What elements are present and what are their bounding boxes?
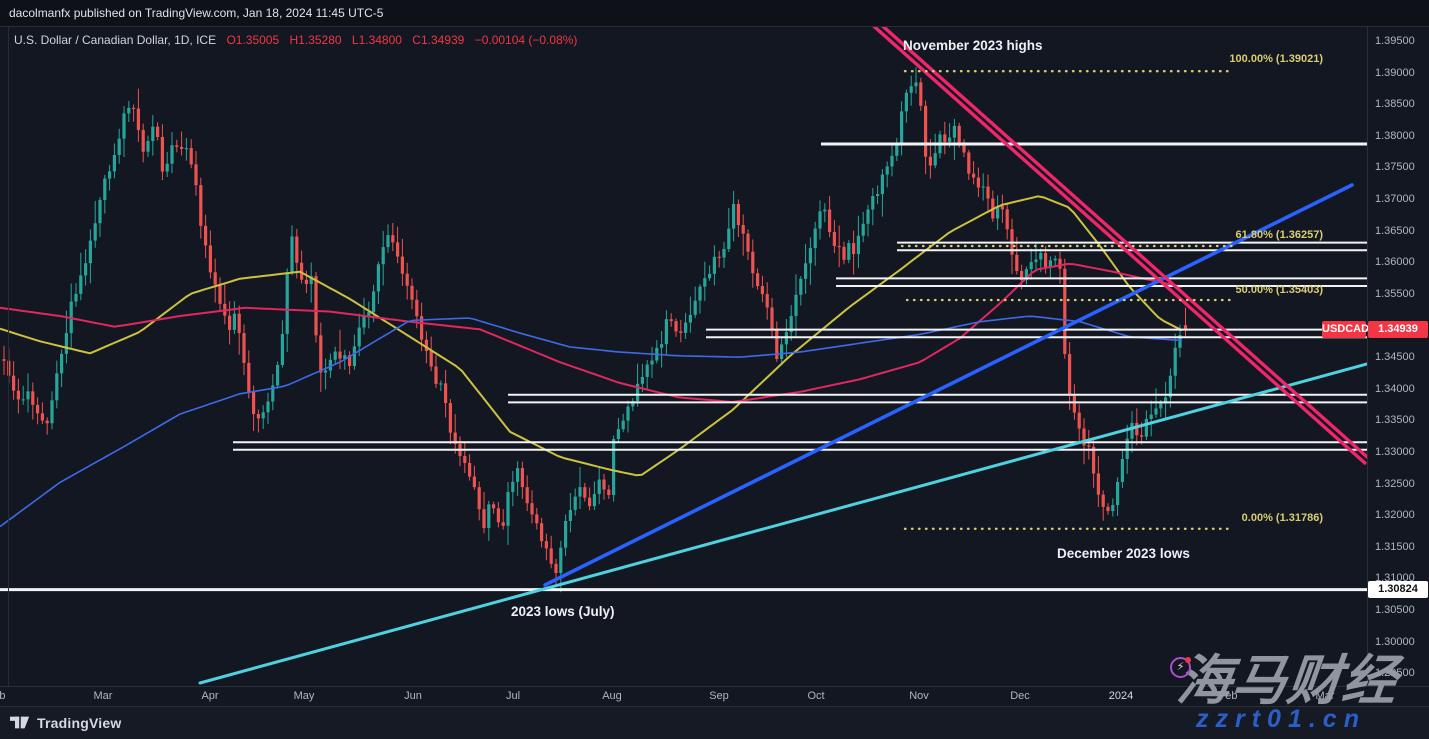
time-label-2024: 2024 — [1108, 690, 1134, 702]
candlestick-chart-pane[interactable] — [0, 27, 1367, 686]
flash-icon[interactable]: ⚡ — [1170, 657, 1191, 678]
tradingview-link[interactable]: TradingView — [10, 714, 121, 731]
price-tick: 1.35500 — [1375, 287, 1415, 300]
price-tick: 1.39500 — [1375, 34, 1415, 47]
published-line: dacolmanfx published on TradingView.com,… — [9, 6, 384, 20]
pane-left-border — [8, 27, 9, 686]
price-tick: 1.36000 — [1375, 256, 1415, 269]
price-tick: 1.37000 — [1375, 193, 1415, 206]
time-label-jul: Jul — [505, 690, 521, 702]
time-label-dec: Dec — [1010, 690, 1030, 702]
time-label-mar: Mar — [1315, 690, 1335, 702]
price-tick: 1.38000 — [1375, 129, 1415, 142]
time-label-nov: Nov — [909, 690, 929, 702]
price-tick: 1.29500 — [1375, 667, 1415, 680]
legend-close: C1.34939 — [412, 33, 465, 47]
watermark-url: zzrt01.cn — [1196, 705, 1366, 733]
trendline-blue-rising-support[interactable] — [543, 183, 1354, 587]
annotation-label: December 2023 lows — [1057, 546, 1190, 561]
ma-line-mid-pink — [0, 262, 1183, 403]
ma-line-slow-blue — [0, 315, 1183, 528]
time-label-jun: Jun — [404, 690, 422, 702]
time-label-sep: Sep — [709, 690, 729, 702]
falling-channel-line[interactable] — [868, 27, 1367, 466]
annotation-label: 2023 lows (July) — [511, 604, 615, 619]
time-label-may: May — [293, 690, 315, 702]
price-tick: 1.33500 — [1375, 414, 1415, 427]
fib-level-label: 100.00% (1.39021) — [1229, 53, 1323, 65]
last-price-axis-badge: 1.34939 — [1368, 321, 1428, 338]
tradingview-logo-icon — [10, 716, 30, 729]
chart-legend: U.S. Dollar / Canadian Dollar, 1D, ICE O… — [14, 33, 584, 47]
ma-line-fast-yellow — [0, 195, 1183, 477]
falling-channel-line[interactable] — [877, 27, 1367, 464]
legend-change: −0.00104 (−0.08%) — [474, 33, 578, 47]
price-tick: 1.30000 — [1375, 635, 1415, 648]
time-label-feb: Feb — [1218, 690, 1238, 702]
tradingview-wordmark: TradingView — [37, 714, 122, 731]
symbol-title: U.S. Dollar / Canadian Dollar, 1D, ICE — [14, 33, 217, 47]
annotation-label: November 2023 highs — [903, 38, 1043, 53]
fib-level-label: 50.00% (1.35403) — [1235, 284, 1323, 296]
time-label-apr: Apr — [201, 690, 219, 702]
price-tick: 1.33000 — [1375, 445, 1415, 458]
last-price-symbol-tag: USDCAD — [1322, 321, 1369, 338]
price-tick: 1.39000 — [1375, 66, 1415, 79]
price-tick: 1.38500 — [1375, 98, 1415, 111]
fib-level-label: 61.80% (1.36257) — [1235, 229, 1323, 241]
footer-bar: TradingView — [0, 706, 1429, 739]
legend-open: O1.35005 — [226, 33, 280, 47]
notification-dot — [1185, 657, 1191, 663]
trendline-cyan-long-term-support[interactable] — [198, 362, 1367, 685]
price-tick: 1.37500 — [1375, 161, 1415, 174]
price-tick: 1.31500 — [1375, 540, 1415, 553]
time-label-feb: Feb — [0, 690, 6, 702]
watermark-chinese: 海马财经 — [1174, 651, 1401, 711]
price-tick: 1.34000 — [1375, 382, 1415, 395]
fib-level-label: 0.00% (1.31786) — [1241, 512, 1323, 524]
price-tick: 1.34500 — [1375, 351, 1415, 364]
time-axis[interactable]: Feb Mar Apr May Jun Jul Aug Sep Oct Nov Dec 2024 Feb… — [0, 686, 1429, 707]
price-tick: 1.32000 — [1375, 509, 1415, 522]
time-label-mar: Mar — [93, 690, 113, 702]
time-label-aug: Aug — [602, 690, 622, 702]
legend-high: H1.35280 — [289, 33, 342, 47]
time-label-oct: Oct — [807, 690, 825, 702]
price-tick: 1.30500 — [1375, 604, 1415, 617]
published-info-bar: dacolmanfx published on TradingView.com,… — [0, 0, 1429, 27]
legend-low: L1.34800 — [351, 33, 402, 47]
price-tick: 1.32500 — [1375, 477, 1415, 490]
price-axis[interactable]: 1.39500 1.39000 1.38500 1.38000 1.37500 1.370… — [1367, 27, 1429, 686]
support-price-axis-badge: 1.30824 — [1368, 581, 1428, 598]
price-tick: 1.36500 — [1375, 224, 1415, 237]
